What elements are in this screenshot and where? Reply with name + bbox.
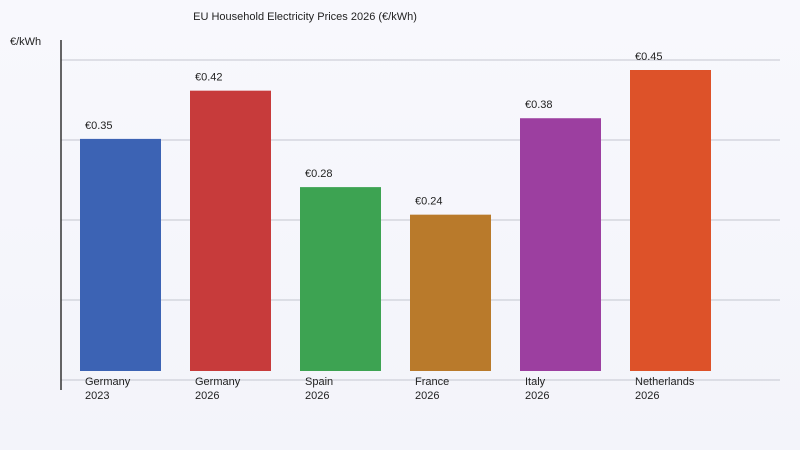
category-label-name: Germany: [195, 376, 241, 388]
category-label-year: 2026: [635, 390, 659, 402]
category-label-name: Germany: [85, 376, 131, 388]
category-label-year: 2026: [415, 390, 439, 402]
bar-value-label: €0.42: [195, 72, 223, 84]
value-labels: €0.35 €0.42 €0.28 €0.24 €0.38 €0.45: [85, 51, 663, 208]
bar-value-label: €0.45: [635, 51, 663, 63]
category-label-year: 2026: [305, 390, 329, 402]
bar[interactable]: [190, 90, 271, 372]
category-label-name: France: [415, 376, 449, 388]
chart-title: EU Household Electricity Prices 2026 (€/…: [193, 11, 417, 23]
bar[interactable]: [300, 187, 381, 371]
y-axis-unit-label: €/kWh: [10, 36, 41, 48]
bar-value-label: €0.35: [85, 120, 113, 132]
category-label-year: 2026: [195, 390, 219, 402]
category-label-name: Italy: [525, 376, 546, 388]
bar-value-label: €0.28: [305, 168, 333, 180]
category-labels: Germany 2023 Germany 2026 Spain 2026 France 202…: [85, 376, 695, 402]
bar[interactable]: [520, 118, 601, 371]
category-label-year: 2023: [85, 390, 109, 402]
bars: [80, 70, 711, 372]
category-label-name: Netherlands: [635, 376, 695, 388]
category-label-name: Spain: [305, 376, 333, 388]
category-label-year: 2026: [525, 390, 549, 402]
bar-value-label: €0.24: [415, 196, 443, 208]
bar-value-label: €0.38: [525, 99, 553, 111]
bar[interactable]: [80, 138, 161, 371]
bar[interactable]: [410, 214, 491, 371]
bar[interactable]: [630, 70, 711, 371]
